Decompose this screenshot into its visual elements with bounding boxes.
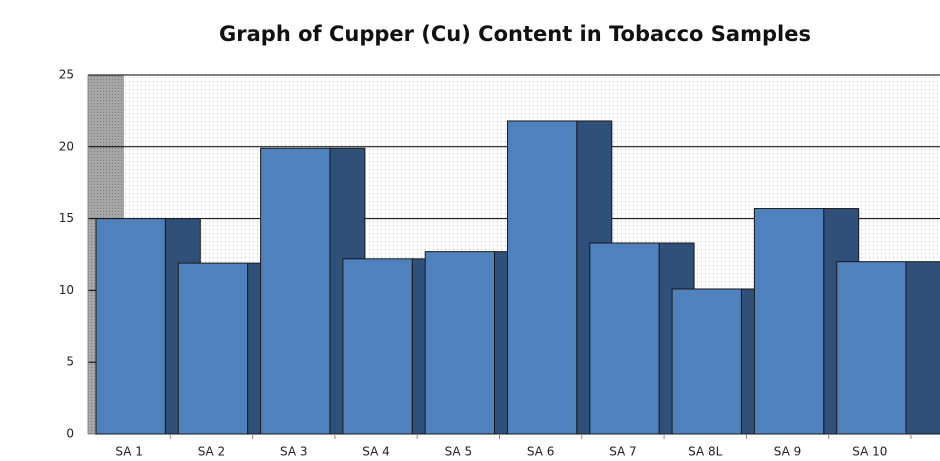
chart-title: Graph of Cupper (Cu) Content in Tobacco … (219, 22, 811, 46)
bar (95, 218, 166, 435)
bar (507, 120, 578, 435)
x-tick-label: SA 8L (688, 445, 722, 459)
bar (177, 262, 249, 435)
y-tick-label: 5 (66, 355, 74, 369)
x-tick-label: SA 3 (280, 445, 308, 459)
bar (260, 147, 331, 435)
x-tick-label: SA 4 (362, 445, 390, 459)
bar (424, 251, 496, 435)
bar (753, 208, 825, 435)
x-tick-label: SA 1 (115, 445, 143, 459)
x-tick-label: SA 6 (527, 445, 555, 459)
bar (671, 288, 742, 435)
x-tick-label: SA 9 (774, 445, 802, 459)
x-tick-label: SA 7 (609, 445, 637, 459)
y-tick-label: 10 (59, 283, 74, 297)
x-tick-label: SA 10 (852, 445, 887, 459)
x-tick-label: SA 2 (198, 445, 226, 459)
y-tick-label: 15 (59, 211, 74, 225)
y-tick-label: 25 (59, 68, 74, 82)
bar (342, 258, 413, 435)
y-tick-label: 20 (59, 139, 74, 153)
bar-side (905, 261, 940, 435)
x-tick-label: SA 5 (445, 445, 473, 459)
bar (589, 242, 660, 435)
y-tick-label: 0 (66, 427, 74, 441)
bar (836, 261, 907, 435)
